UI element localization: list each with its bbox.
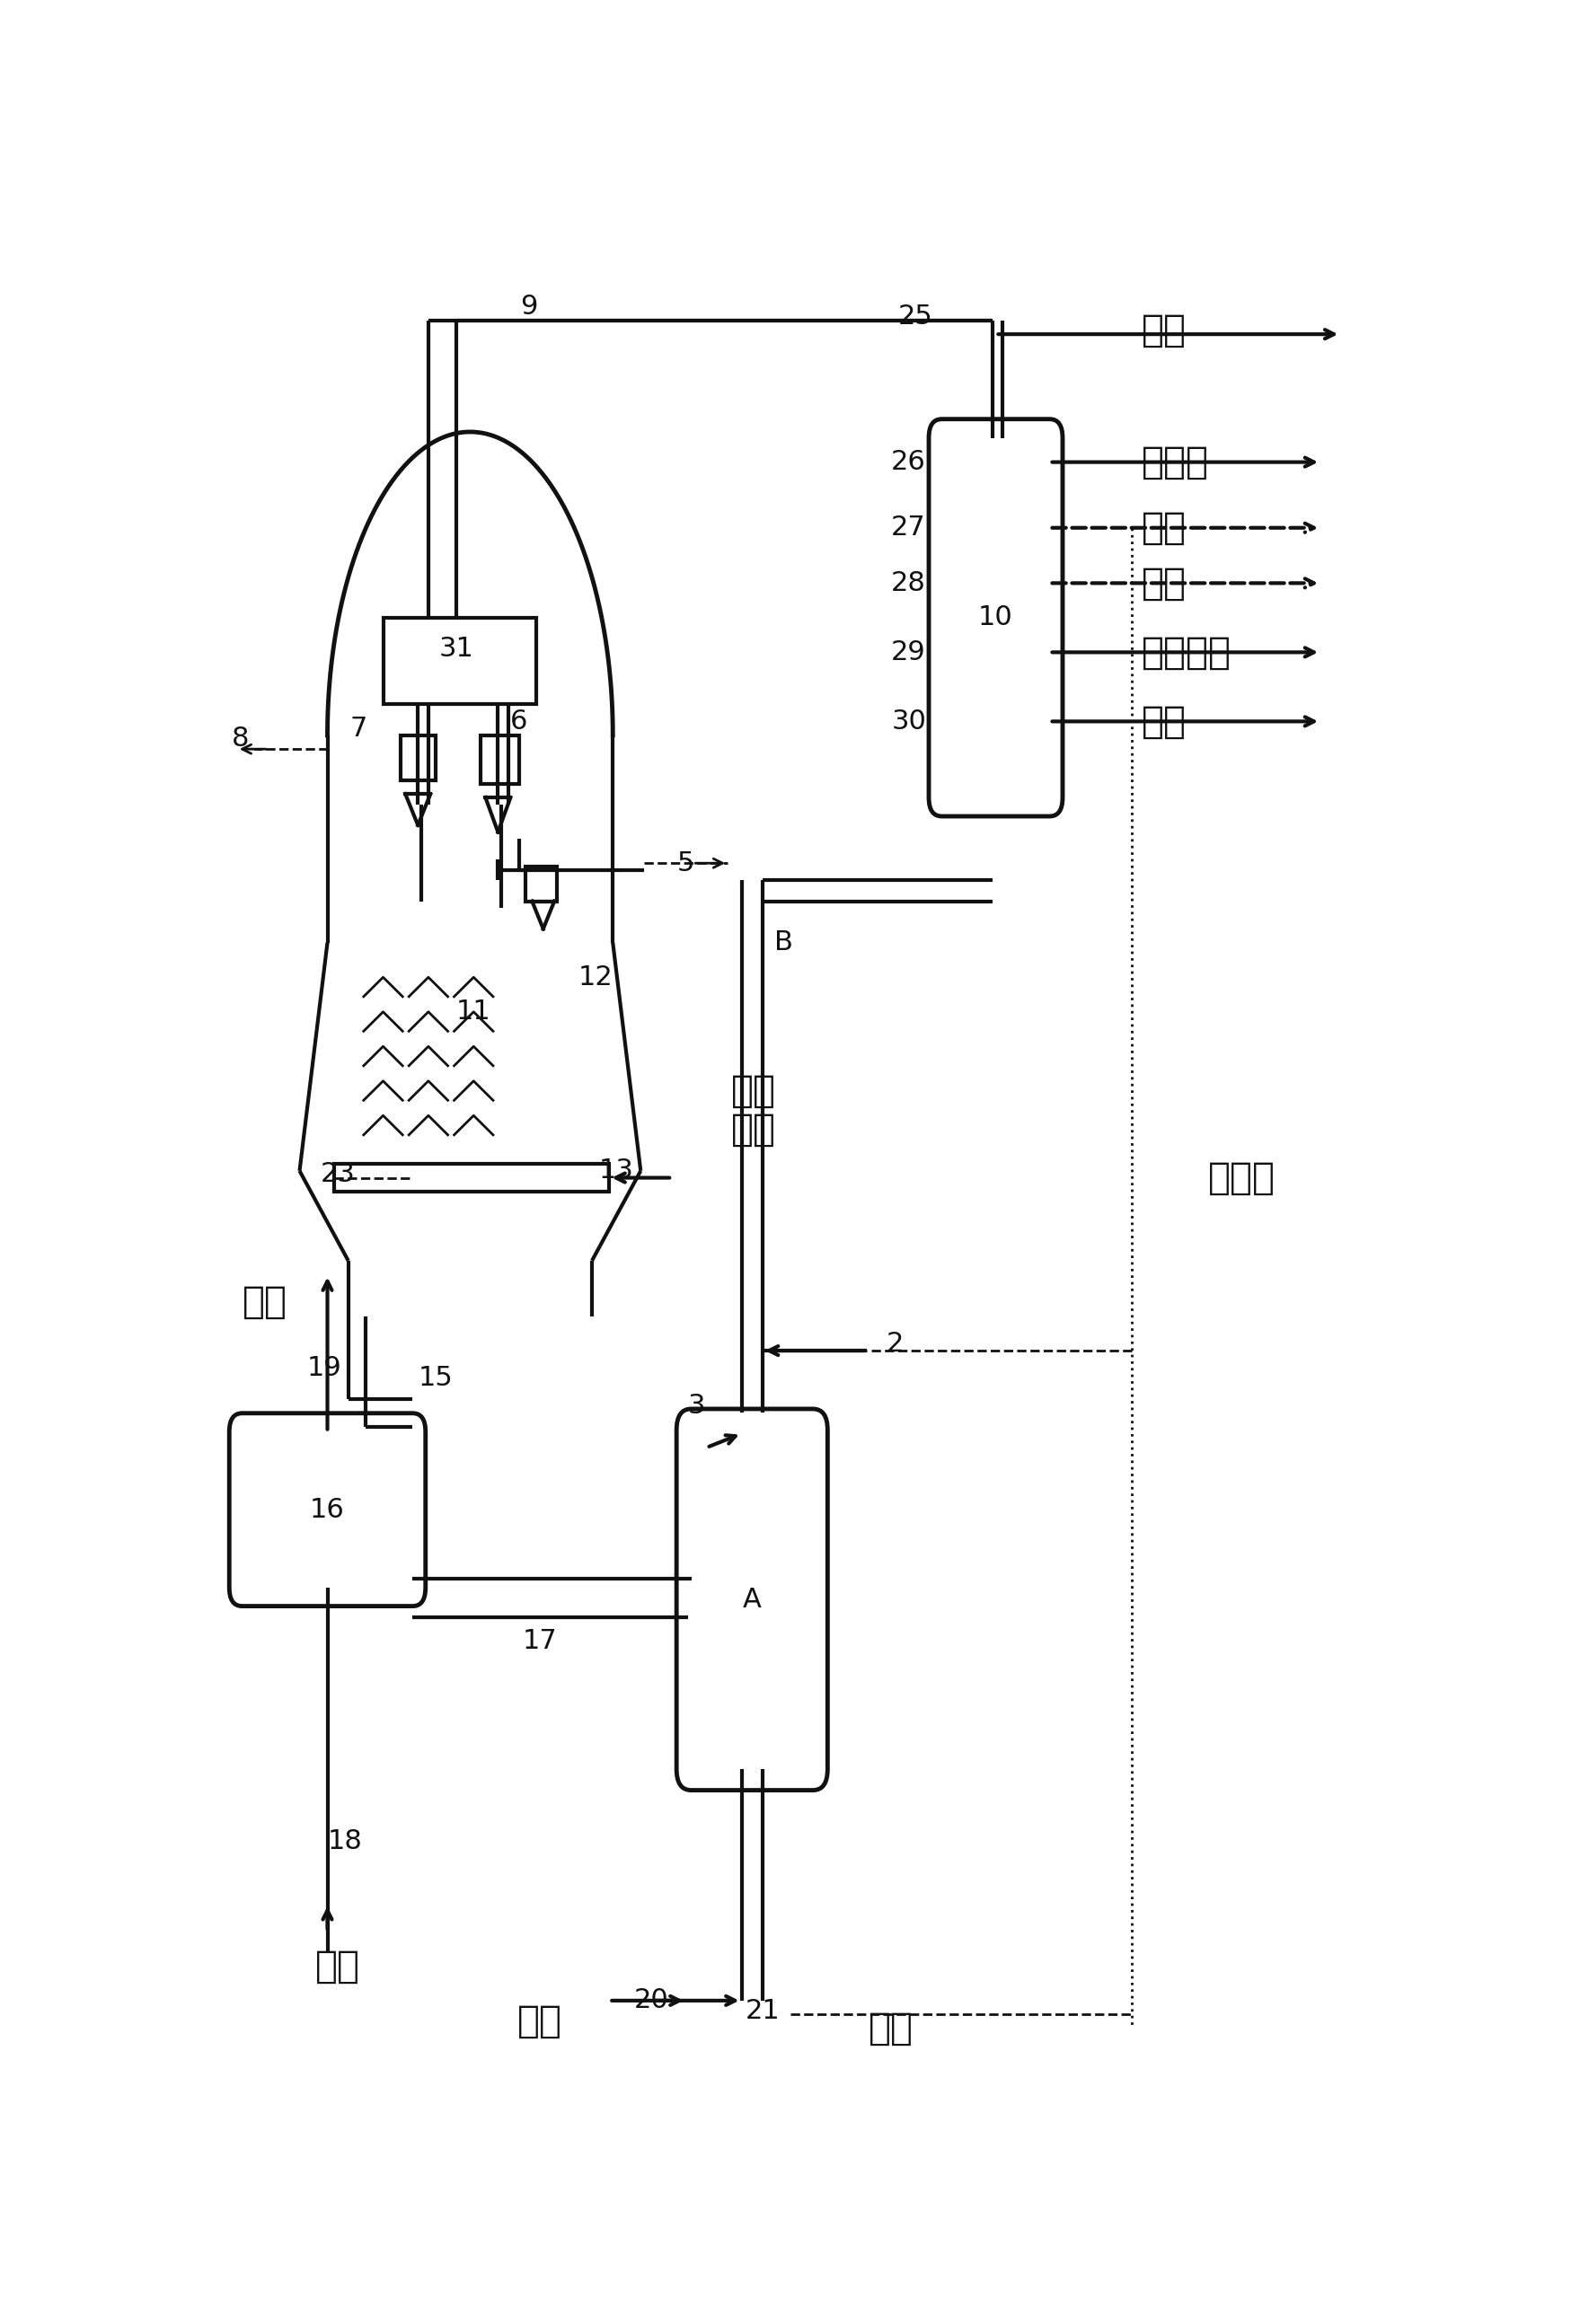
Text: 干气: 干气 — [1142, 311, 1187, 349]
Text: 30: 30 — [891, 709, 926, 734]
FancyBboxPatch shape — [229, 1413, 426, 1606]
Text: 液化气: 液化气 — [1142, 444, 1209, 481]
Text: 8: 8 — [232, 725, 249, 751]
Bar — [400, 734, 435, 781]
Text: 16: 16 — [310, 1497, 345, 1522]
Text: 10: 10 — [979, 604, 1014, 630]
Text: 29: 29 — [891, 639, 926, 665]
Text: 13: 13 — [599, 1157, 634, 1183]
Text: 31: 31 — [439, 637, 474, 662]
Text: 17: 17 — [523, 1629, 558, 1655]
Text: 19: 19 — [307, 1355, 342, 1380]
FancyBboxPatch shape — [677, 1408, 828, 1789]
Text: 原料油: 原料油 — [1208, 1160, 1276, 1197]
Text: 主风: 主风 — [315, 1948, 361, 1985]
Text: 11: 11 — [456, 999, 491, 1025]
FancyBboxPatch shape — [930, 418, 1063, 816]
Text: B: B — [774, 930, 793, 955]
Text: 28: 28 — [891, 569, 926, 597]
Text: 油浆: 油浆 — [1142, 702, 1187, 741]
Text: 蒸汽: 蒸汽 — [731, 1111, 775, 1148]
Text: 重循环油: 重循环油 — [1142, 634, 1231, 672]
Text: 18: 18 — [327, 1829, 362, 1855]
Text: 21: 21 — [745, 1999, 780, 2024]
Text: 20: 20 — [634, 1987, 669, 2013]
Text: 9: 9 — [521, 293, 539, 321]
Text: 柴油: 柴油 — [1142, 565, 1187, 602]
Text: 12: 12 — [578, 964, 613, 990]
Text: 汽油: 汽油 — [869, 2010, 914, 2047]
Text: A: A — [742, 1587, 761, 1613]
Bar — [383, 618, 535, 704]
Bar — [334, 1164, 609, 1192]
Text: 7: 7 — [350, 716, 367, 741]
Bar — [480, 734, 520, 783]
Text: 15: 15 — [418, 1364, 453, 1392]
Text: 26: 26 — [891, 449, 926, 474]
Text: 6: 6 — [510, 709, 528, 734]
Text: 3: 3 — [688, 1392, 706, 1420]
Text: 汽提: 汽提 — [731, 1071, 775, 1111]
Text: 25: 25 — [898, 304, 933, 330]
Text: 烟气: 烟气 — [242, 1283, 288, 1320]
Text: 27: 27 — [891, 516, 926, 541]
Bar — [526, 867, 558, 902]
Text: 23: 23 — [321, 1162, 356, 1188]
Text: 5: 5 — [677, 851, 694, 876]
Text: 汽油: 汽油 — [1142, 509, 1187, 546]
Text: 2: 2 — [887, 1332, 904, 1357]
Text: 蒸汽: 蒸汽 — [518, 2003, 563, 2040]
